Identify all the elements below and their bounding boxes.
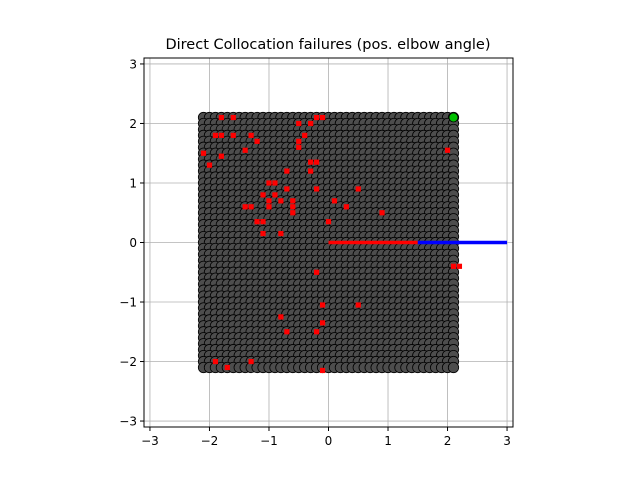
goal-point [448, 112, 459, 123]
x-tick-label: 2 [444, 434, 452, 448]
failure-point [254, 219, 260, 225]
failure-point [272, 192, 278, 198]
chart-title: Direct Collocation failures (pos. elbow … [165, 37, 490, 53]
failure-point [313, 114, 320, 121]
failure-point [212, 358, 219, 365]
failure-point [248, 204, 254, 210]
failure-point [212, 132, 219, 138]
failure-point [278, 314, 284, 320]
failure-point [319, 320, 326, 326]
failure-point [284, 329, 290, 335]
failure-point [308, 168, 314, 174]
failure-point [444, 147, 451, 153]
x-tick-label: −1 [260, 434, 278, 448]
failure-point [290, 210, 296, 216]
failure-point [379, 210, 385, 216]
failure-point [308, 159, 314, 165]
failure-point [206, 162, 213, 168]
failure-point [313, 269, 320, 275]
failure-point [260, 192, 266, 198]
x-tick-label: 0 [325, 434, 333, 448]
failure-point [248, 358, 254, 365]
failure-point [254, 138, 260, 144]
failure-point [218, 114, 224, 121]
failure-point [260, 219, 266, 225]
failure-point [266, 180, 272, 186]
failure-point [319, 367, 326, 374]
failure-point [242, 147, 248, 153]
failure-point [319, 302, 326, 308]
x-tick-label: −3 [141, 434, 159, 448]
failure-point [266, 204, 272, 210]
x-tick-label: 1 [384, 434, 392, 448]
failure-point [450, 263, 457, 269]
success-point [447, 361, 460, 374]
failure-point [278, 198, 284, 204]
failure-point [278, 230, 284, 237]
y-tick-label: 3 [129, 57, 137, 71]
y-tick-label: 2 [129, 117, 137, 131]
failure-point [308, 120, 314, 127]
y-tick-label: −2 [119, 355, 137, 369]
data-points [197, 111, 463, 374]
failure-point [290, 198, 296, 204]
failure-point [456, 263, 463, 269]
failure-point [218, 153, 224, 159]
failure-point [290, 204, 296, 210]
failure-point [343, 204, 349, 210]
failure-point [284, 186, 290, 192]
y-tick-label: 0 [129, 236, 137, 250]
failure-point [313, 186, 320, 192]
failure-point [218, 132, 224, 138]
failure-point [260, 230, 266, 237]
failure-point [296, 120, 302, 127]
failure-point [325, 219, 332, 225]
x-tick-label: 3 [503, 434, 511, 448]
failure-point [242, 204, 248, 210]
failure-point [230, 114, 236, 121]
failure-point [296, 138, 302, 144]
axis-ticks: −3 −2 −1 0 1 2 3 −3 −2 −1 0 1 2 3 [119, 57, 511, 448]
y-tick-label: −3 [119, 415, 137, 429]
failure-point [313, 159, 320, 165]
failure-point [224, 364, 230, 371]
failure-point [266, 198, 272, 204]
failure-point [200, 150, 207, 156]
x-tick-label: −2 [201, 434, 219, 448]
y-tick-label: 1 [129, 176, 137, 190]
failure-point [355, 186, 361, 192]
failure-point [272, 180, 278, 186]
failure-point [313, 329, 320, 335]
failure-point [302, 132, 308, 138]
failure-point [355, 302, 361, 308]
y-tick-label: −1 [119, 296, 137, 310]
failure-point [331, 198, 338, 204]
failure-point [284, 168, 290, 174]
failure-point [248, 132, 254, 138]
failure-point [296, 144, 302, 150]
failure-point [230, 132, 236, 138]
failure-point [319, 114, 326, 121]
